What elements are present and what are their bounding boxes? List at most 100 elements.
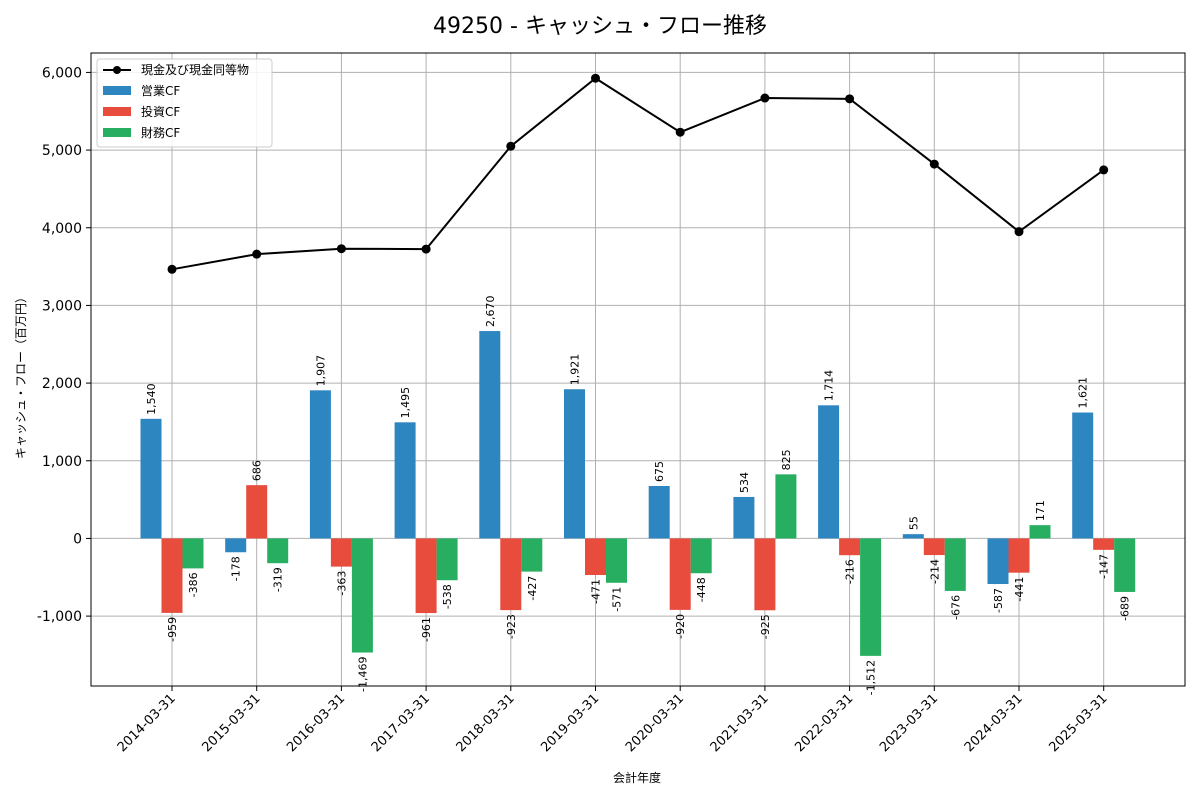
data-label: -427	[526, 576, 539, 601]
bar-financing	[521, 538, 543, 572]
data-label: -925	[759, 614, 772, 639]
data-label: -959	[166, 617, 179, 642]
data-label: -216	[844, 559, 857, 584]
data-label: -571	[611, 587, 624, 612]
bar-financing	[182, 538, 204, 569]
cash-point	[845, 94, 855, 104]
bar-layer	[140, 331, 1136, 656]
legend-box	[96, 58, 273, 148]
data-label: -214	[928, 559, 941, 584]
data-label: -448	[695, 577, 708, 602]
cash-point	[421, 244, 431, 254]
bar-operating	[140, 418, 162, 539]
bar-investing	[161, 538, 183, 613]
bar-financing	[860, 538, 882, 656]
bar-operating	[564, 389, 585, 539]
data-label: 534	[738, 472, 751, 493]
bar-investing	[754, 538, 776, 611]
chart-title: 49250 - キャッシュ・フロー推移	[433, 14, 767, 39]
data-label: 55	[907, 516, 920, 530]
bar-investing	[500, 538, 522, 611]
data-label: 825	[780, 449, 793, 470]
cash-point	[591, 73, 600, 83]
bar-operating	[818, 405, 840, 539]
bar-investing	[1093, 538, 1115, 550]
data-label: -923	[505, 614, 518, 639]
cash-point	[1099, 165, 1109, 175]
data-label: 675	[653, 461, 666, 482]
bar-financing	[775, 474, 797, 539]
bar-financing	[436, 538, 458, 581]
cash-point	[760, 93, 770, 103]
data-label: -920	[674, 614, 687, 639]
bar-financing	[267, 538, 289, 564]
x-axis-label: 会計年度	[613, 770, 661, 785]
bar-investing	[669, 538, 691, 610]
y-tick-label: 2,000	[42, 376, 82, 392]
y-tick-label: 6,000	[42, 65, 82, 81]
data-label: 1,621	[1077, 377, 1090, 409]
bar-financing	[944, 538, 966, 591]
data-label: -147	[1098, 554, 1111, 579]
data-label: -961	[420, 617, 433, 642]
bar-operating	[902, 534, 924, 539]
bar-financing	[606, 538, 627, 583]
cash-point	[1014, 227, 1024, 237]
bar-operating	[309, 390, 331, 539]
bar-investing	[330, 538, 352, 567]
cash-point	[929, 159, 939, 169]
data-label: -689	[1119, 596, 1132, 621]
y-tick-label: 0	[73, 531, 82, 547]
bar-financing	[351, 538, 373, 653]
bar-operating	[479, 331, 501, 539]
data-label: -471	[590, 579, 603, 604]
data-label: -319	[272, 567, 285, 592]
legend-swatch-investing	[103, 107, 131, 116]
cash-point	[336, 244, 346, 254]
bar-financing	[1114, 538, 1136, 592]
y-tick-label: 1,000	[42, 454, 82, 470]
legend-swatch-operating	[103, 86, 131, 95]
data-label: -386	[187, 572, 200, 597]
legend-marker-swatch	[113, 66, 121, 74]
cash-point	[167, 264, 177, 274]
data-label: 171	[1034, 500, 1047, 521]
bar-investing	[923, 538, 945, 556]
cash-point	[675, 127, 685, 137]
legend-label-investing: 投資CF	[141, 104, 180, 119]
data-label: -676	[949, 595, 962, 620]
grid-layer	[91, 53, 1185, 686]
data-label: -1,512	[865, 660, 878, 695]
legend-label-financing: 財務CF	[141, 125, 180, 140]
bar-investing	[415, 538, 437, 614]
y-tick-label: 5,000	[42, 143, 82, 159]
data-label: 686	[251, 460, 264, 481]
data-label: 1,921	[569, 354, 582, 386]
bar-investing	[246, 485, 268, 539]
bar-financing	[690, 538, 712, 574]
data-label: -178	[230, 556, 243, 581]
bar-operating	[987, 538, 1009, 585]
bar-operating	[1072, 412, 1094, 539]
legend-swatch-financing	[103, 128, 131, 137]
data-label-layer: 1,540 -178 1,907 1,495 2,670 1,921 675 534 1,714…	[145, 296, 1132, 696]
cash-point	[506, 141, 516, 151]
line-layer	[167, 73, 1109, 274]
data-label: -363	[335, 571, 348, 596]
bar-investing	[1008, 538, 1030, 573]
data-label: 1,540	[145, 383, 158, 415]
bar-operating	[394, 422, 416, 539]
bar-operating	[648, 486, 670, 539]
legend-label-operating: 営業CF	[141, 84, 180, 98]
bar-financing	[1029, 525, 1051, 539]
y-axis-label: キャッシュ・フロー（百万円）	[14, 291, 28, 459]
cash-point	[252, 249, 262, 259]
bar-investing	[585, 538, 606, 576]
y-tick-label: -1,000	[37, 609, 82, 625]
data-label: 1,714	[823, 370, 836, 402]
data-label: -538	[441, 584, 454, 609]
data-label: 1,907	[314, 355, 327, 387]
y-tick-label: 3,000	[42, 298, 82, 314]
bar-operating	[733, 496, 755, 539]
